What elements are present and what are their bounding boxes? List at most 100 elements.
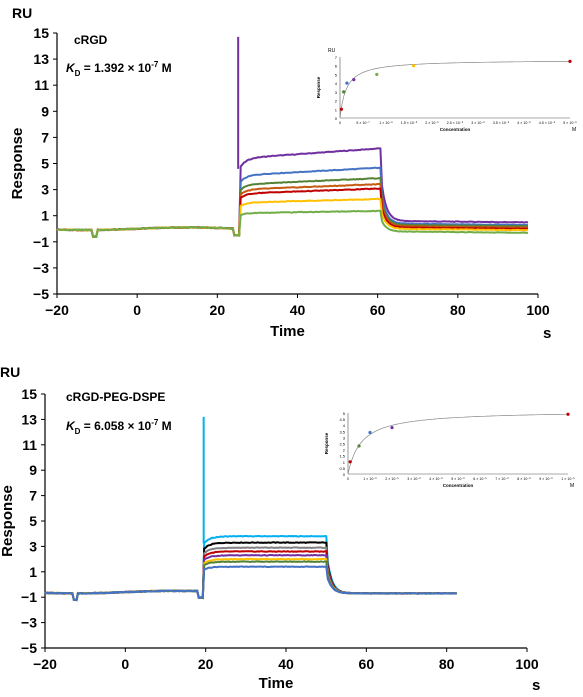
y-tick-label: 13 <box>33 51 49 67</box>
y-tick-label: 11 <box>22 437 37 453</box>
y-tick-label: −5 <box>33 286 49 302</box>
inset-y-tick-label: 6 <box>335 64 338 69</box>
inset-x-tick-label: 3 × 10⁻⁶ <box>471 121 485 125</box>
y-axis-title: Response <box>0 485 16 557</box>
inset-y-tick-label: 5 <box>335 72 338 77</box>
inset-y-tick-label: 5 <box>343 411 346 416</box>
kd-unit: M <box>158 419 171 433</box>
y-tick-label: 7 <box>41 129 49 145</box>
x-tick-label: 20 <box>198 656 214 672</box>
y-tick-label: −5 <box>21 640 37 656</box>
inset-data-point <box>339 107 343 111</box>
inset-x-tick-label: 4 × 10⁻⁶ <box>429 477 443 481</box>
inset-x-tick-label: 4 × 10⁻⁶ <box>517 121 531 125</box>
inset-y-tick-label: 4 <box>343 423 346 428</box>
x-tick-label: 80 <box>450 302 466 318</box>
inset-y-tick-label: 1.5 <box>339 454 345 459</box>
x-tick-label: 20 <box>210 302 226 318</box>
inset-x-unit: M <box>572 127 576 133</box>
x-tick-label: 0 <box>121 656 129 672</box>
inset-x-tick-label: 5 × 10⁻⁷ <box>356 121 370 125</box>
kd-symbol: K <box>66 61 76 75</box>
x-tick-label: 100 <box>515 656 539 672</box>
kd-subscript: D <box>75 69 81 78</box>
inset-data-point <box>412 64 416 68</box>
inset-x-tick-label: 1 × 10⁻⁶ <box>363 477 377 481</box>
inset-data-point <box>566 412 570 416</box>
inset-y-tick-label: 2 <box>335 99 338 104</box>
x-unit-label: s <box>543 325 551 342</box>
inset-y-tick-label: 3 <box>335 90 338 95</box>
y-tick-label: 1 <box>41 208 49 224</box>
x-unit-label: s <box>532 677 540 694</box>
inset-data-point <box>568 59 572 63</box>
y-tick-label: 5 <box>29 513 37 529</box>
y-tick-label: 1 <box>29 564 37 580</box>
inset-y-unit: RU <box>328 48 336 54</box>
kd-value: = 6.058 × 10 <box>80 419 151 433</box>
inset-data-point <box>368 430 372 435</box>
inset-y-tick-label: 3 <box>343 435 346 440</box>
y-tick-label: −3 <box>21 615 37 631</box>
inset-data-point <box>390 426 394 430</box>
inset-x-tick-label: 3 × 10⁻⁶ <box>407 477 421 481</box>
inset-x-tick-label: 5 × 10⁻⁶ <box>563 121 577 125</box>
x-axis-title: Time <box>259 675 294 692</box>
x-tick-label: −20 <box>45 302 69 318</box>
sensorgram-series-6 <box>57 197 528 238</box>
y-tick-label: 13 <box>21 411 37 427</box>
inset-x-tick-label: 1.5 × 10⁻⁶ <box>401 121 418 125</box>
inset-y-tick-label: 2.5 <box>339 442 345 447</box>
y-tick-label: 3 <box>41 182 49 198</box>
inset-x-tick-label: 8 × 10⁻⁶ <box>517 477 531 481</box>
inset-x-tick-label: 0 <box>347 477 349 481</box>
inset-data-point <box>348 460 352 464</box>
y-tick-label: −1 <box>33 234 49 250</box>
inset-fit-curve <box>347 413 568 475</box>
inset-x-tick-label: 2.5 × 10⁻⁶ <box>447 121 464 125</box>
inset-data-point <box>342 90 346 94</box>
y-unit-label: RU <box>0 364 20 380</box>
y-unit-label: RU <box>12 5 32 21</box>
kd-subscript: D <box>75 427 81 436</box>
inset-y-tick-label: 0 <box>343 472 346 477</box>
x-tick-label: 80 <box>439 656 455 672</box>
inset-data-point <box>345 81 349 85</box>
inset-x-tick-label: 5 × 10⁻⁶ <box>451 477 465 481</box>
kd-exponent: -7 <box>151 60 159 69</box>
x-tick-label: 100 <box>526 302 550 318</box>
inset-affinity-plot: 0 1 2 3 4 5 6 7 0 5 × 10⁻⁷ 1 × 10⁻⁶ 1.5 × 10⁻⁶ 2 × 1… <box>310 43 578 142</box>
inset-x-tick-label: 4.5 × 10⁻⁶ <box>539 121 556 125</box>
kd-symbol: K <box>66 419 76 433</box>
inset-fit-curve <box>339 61 570 119</box>
kd-label: KD = 1.392 × 10-7 M <box>66 60 172 78</box>
x-tick-label: −20 <box>33 656 57 672</box>
sample-label: cRGD <box>74 33 108 47</box>
y-tick-label: 11 <box>34 77 49 93</box>
inset-x-tick-label: 1 × 10⁻⁵ <box>561 477 575 481</box>
x-tick-label: 0 <box>133 302 141 318</box>
inset-affinity-plot: 00.511.522.533.544.550 1 × 10⁻⁶ 2 × 10⁻⁶ 3 … <box>318 399 576 498</box>
inset-y-tick-label: 0.5 <box>339 466 345 471</box>
kd-value: = 1.392 × 10 <box>80 61 151 75</box>
inset-y-tick-label: 4.5 <box>339 417 345 422</box>
inset-background <box>318 399 576 498</box>
y-tick-label: 7 <box>29 488 37 504</box>
x-tick-label: 60 <box>370 302 386 318</box>
x-tick-label: 40 <box>290 302 306 318</box>
inset-y-tick-label: 3.5 <box>339 429 345 434</box>
inset-y-tick-label: 1 <box>343 460 346 465</box>
inset-y-tick-label: 1 <box>335 107 338 112</box>
y-tick-label: −1 <box>21 589 37 605</box>
x-axis-title: Time <box>270 323 305 340</box>
y-tick-label: 15 <box>33 25 49 41</box>
inset-x-tick-label: 2 × 10⁻⁶ <box>425 121 439 125</box>
y-tick-label: 3 <box>29 538 37 554</box>
inset-y-axis-title: Response <box>316 76 321 98</box>
y-axis-title: Response <box>9 128 26 200</box>
inset-y-tick-label: 7 <box>335 55 338 60</box>
y-tick-label: 9 <box>29 462 37 478</box>
inset-x-tick-label: 2 × 10⁻⁶ <box>385 477 399 481</box>
